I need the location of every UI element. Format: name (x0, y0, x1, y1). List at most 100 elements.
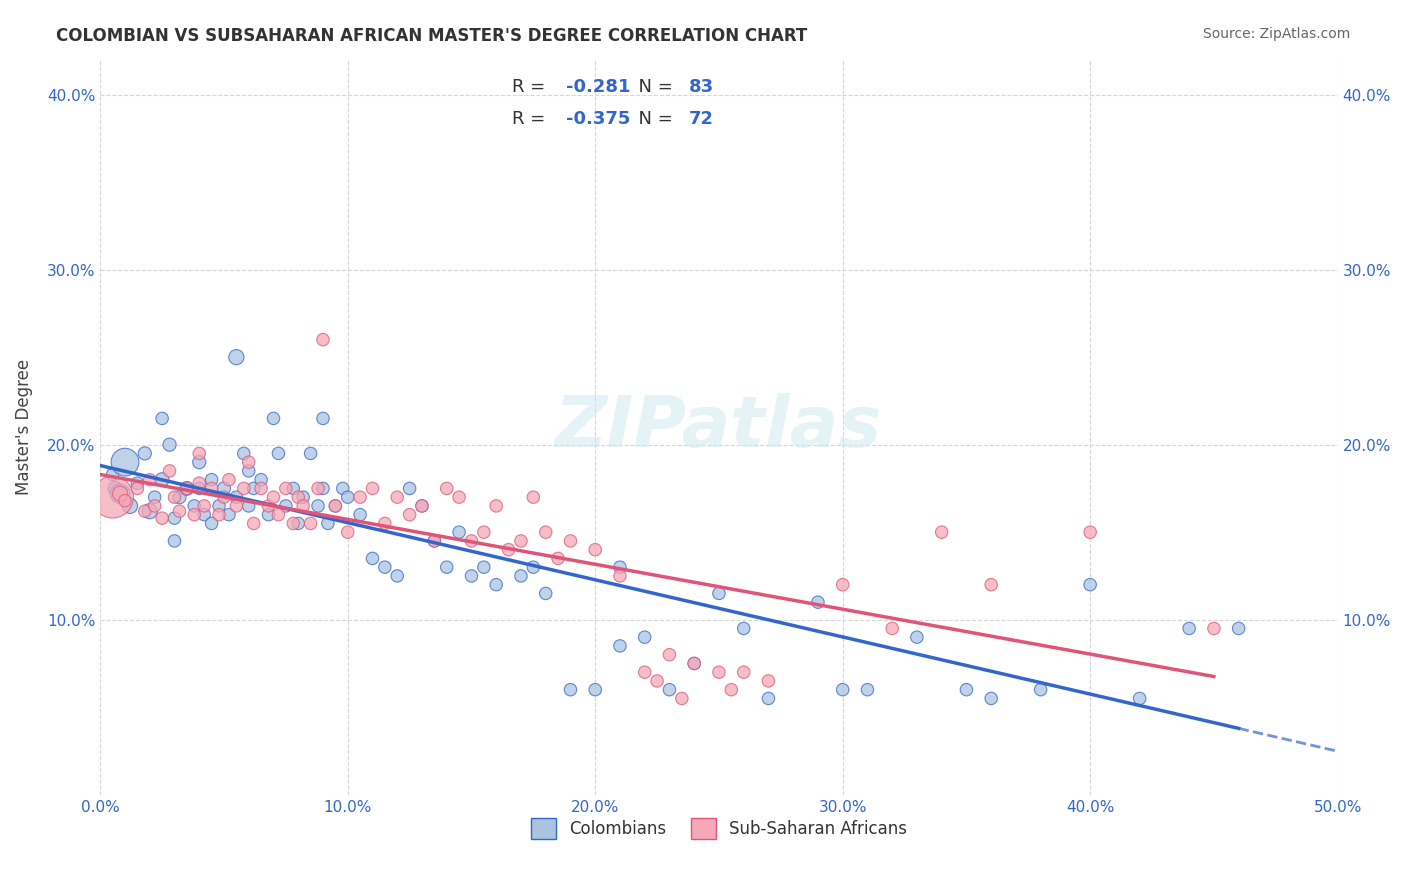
Point (733, 622, 755, 636)
Point (299, 446, 322, 460)
Point (485, 577, 508, 591)
Text: R =: R = (512, 78, 551, 96)
Text: -0.375: -0.375 (565, 111, 630, 128)
Point (108, 486, 131, 500)
Point (645, 673, 668, 688)
Point (163, 511, 186, 525)
Point (332, 482, 354, 496)
Point (225, 490, 247, 504)
Point (150, 511, 173, 525)
Point (193, 508, 215, 522)
Point (807, 595, 830, 609)
Point (980, 691, 1002, 706)
Point (159, 437, 181, 451)
Point (274, 499, 297, 513)
Point (336, 525, 359, 540)
Point (242, 482, 264, 496)
Point (831, 577, 853, 591)
Point (114, 455, 136, 469)
Point (436, 560, 458, 574)
Point (169, 490, 191, 504)
Point (634, 630, 657, 644)
Point (398, 482, 420, 496)
Point (522, 490, 544, 504)
Text: COLOMBIAN VS SUBSAHARAN AFRICAN MASTER'S DEGREE CORRELATION CHART: COLOMBIAN VS SUBSAHARAN AFRICAN MASTER'S… (56, 27, 807, 45)
Point (263, 411, 285, 425)
Point (831, 682, 853, 697)
Point (534, 586, 557, 600)
Point (163, 490, 186, 504)
Point (101, 467, 124, 482)
Point (283, 516, 305, 531)
Point (150, 473, 173, 487)
Point (1178, 622, 1201, 636)
Point (292, 490, 315, 504)
Point (931, 525, 953, 540)
Point (292, 499, 315, 513)
Point (634, 665, 657, 680)
Point (143, 499, 166, 513)
Point (436, 482, 458, 496)
Point (307, 482, 329, 496)
Point (534, 525, 557, 540)
Point (150, 411, 173, 425)
Point (361, 551, 384, 566)
Point (460, 569, 482, 583)
Point (101, 490, 124, 504)
Point (449, 525, 471, 540)
Point (361, 482, 384, 496)
Point (312, 333, 335, 347)
Point (218, 508, 240, 522)
Point (336, 490, 359, 504)
Point (287, 490, 309, 504)
Point (374, 516, 396, 531)
Point (250, 473, 273, 487)
Point (609, 560, 631, 574)
Point (387, 490, 409, 504)
Point (232, 482, 254, 496)
Point (460, 533, 482, 548)
Text: Source: ZipAtlas.com: Source: ZipAtlas.com (1202, 27, 1350, 41)
Point (522, 560, 544, 574)
Point (104, 482, 127, 496)
Point (423, 533, 446, 548)
Point (201, 482, 224, 496)
Point (283, 482, 305, 496)
Point (307, 499, 329, 513)
Point (882, 622, 904, 636)
Point (707, 665, 730, 680)
Point (108, 486, 131, 500)
Point (856, 682, 879, 697)
Point (127, 482, 149, 496)
Point (143, 490, 166, 504)
Point (733, 665, 755, 680)
Point (1202, 622, 1225, 636)
Point (263, 490, 285, 504)
Point (349, 508, 371, 522)
Point (118, 499, 141, 513)
Point (238, 455, 260, 469)
Point (472, 525, 495, 540)
Y-axis label: Master's Degree: Master's Degree (15, 359, 32, 495)
Point (583, 682, 606, 697)
Point (398, 508, 420, 522)
Point (449, 490, 471, 504)
Point (257, 508, 280, 522)
Point (299, 516, 322, 531)
Point (139, 504, 162, 518)
Point (159, 464, 181, 478)
Point (114, 493, 136, 508)
Point (274, 482, 297, 496)
Point (225, 350, 247, 364)
Point (671, 691, 693, 706)
Point (183, 508, 205, 522)
Point (193, 499, 215, 513)
Text: N =: N = (627, 111, 679, 128)
Point (325, 499, 347, 513)
Point (208, 499, 231, 513)
Point (188, 476, 211, 491)
Point (683, 657, 706, 671)
Point (238, 464, 260, 478)
Point (1029, 682, 1052, 697)
Point (374, 560, 396, 574)
